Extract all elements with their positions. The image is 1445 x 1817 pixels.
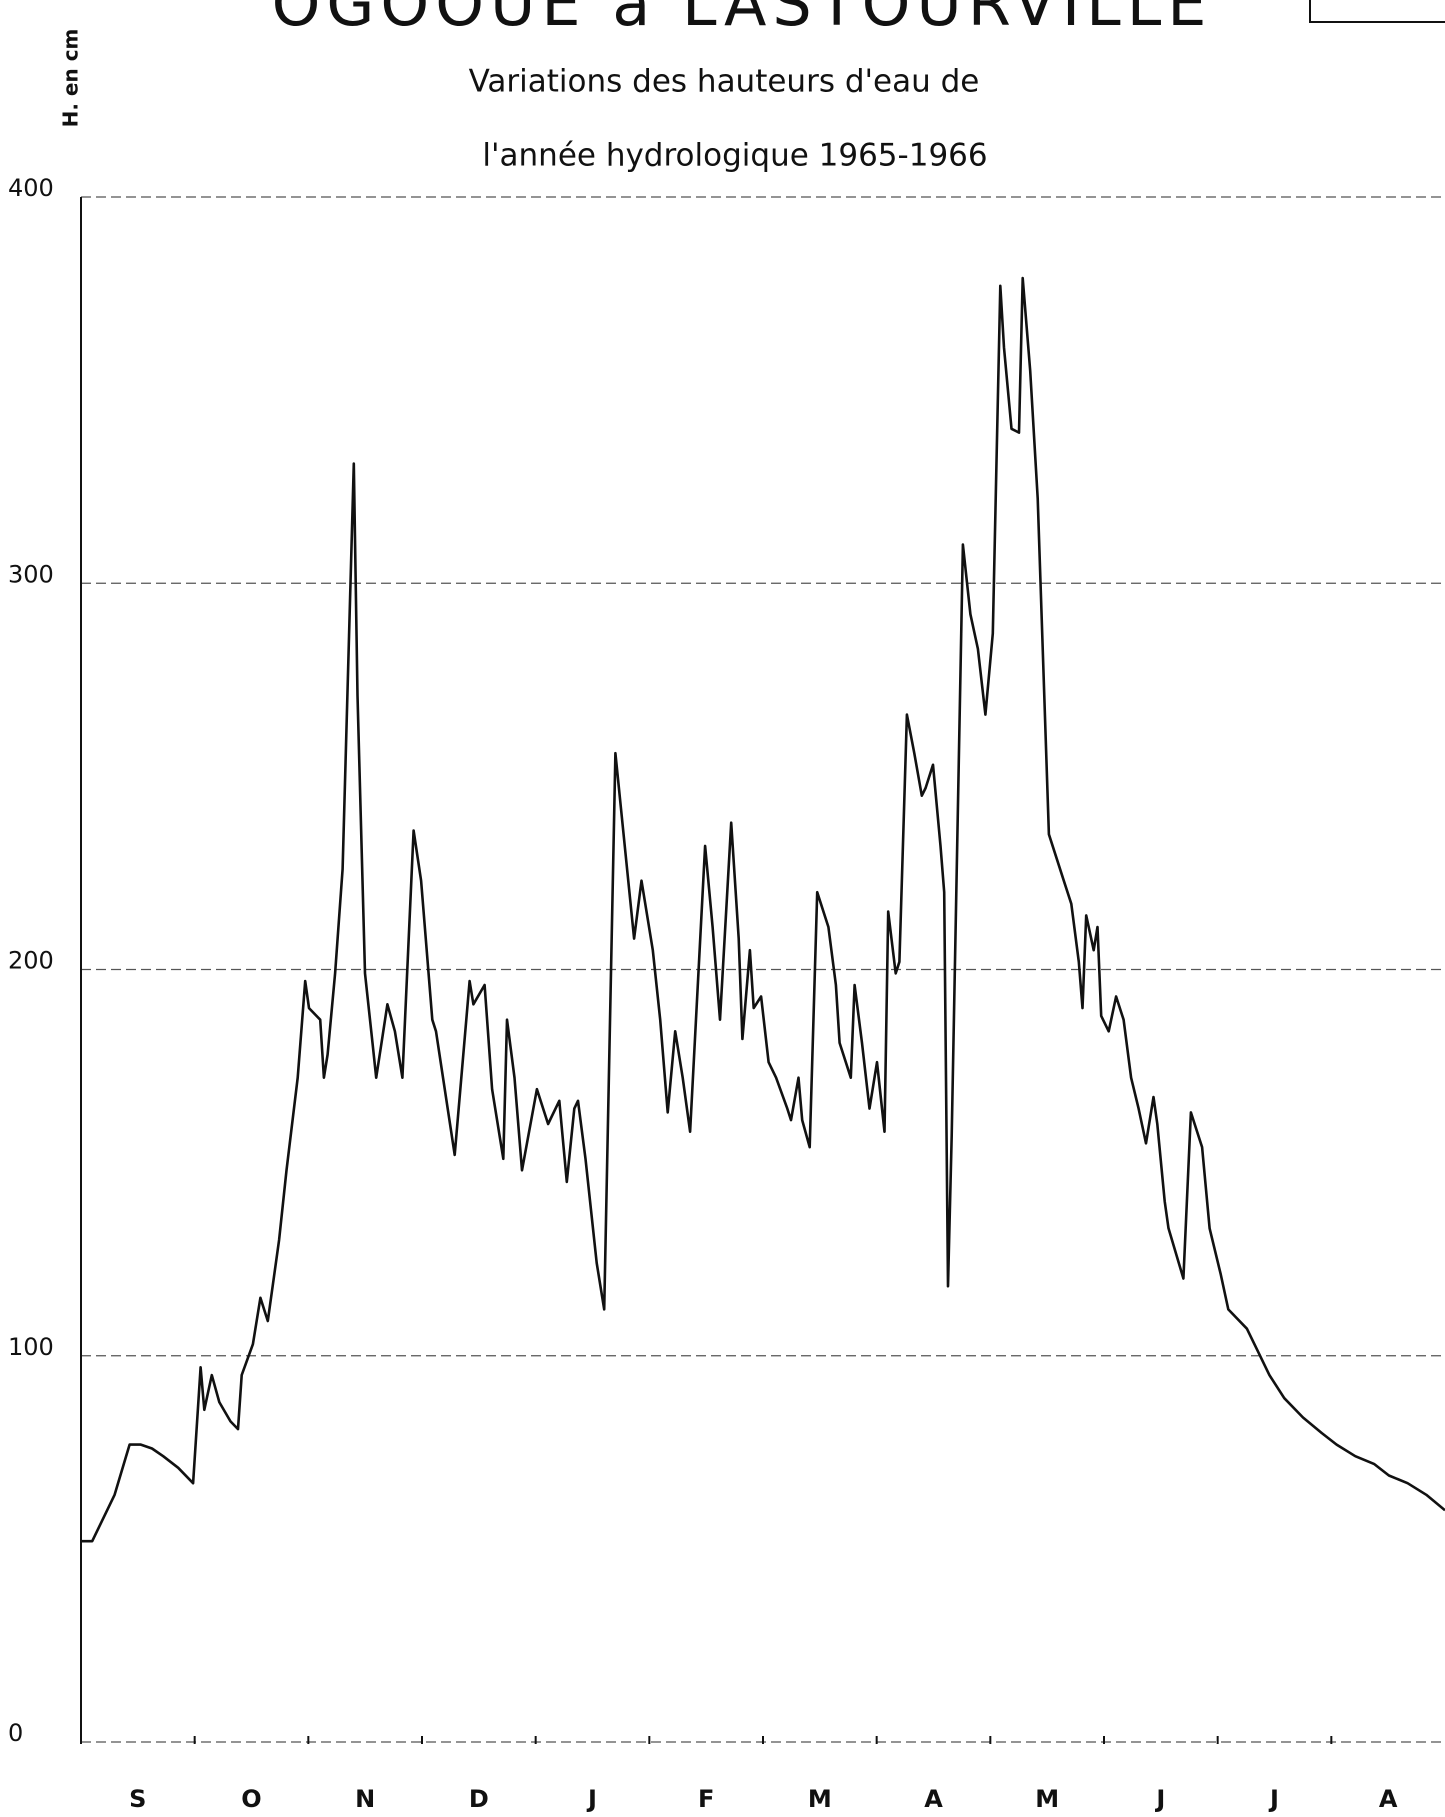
x-tick-label: N [355, 1785, 375, 1813]
corner-box [1309, 0, 1445, 23]
y-axis-label: H. en cm [59, 29, 83, 128]
y-tick-label: 200 [8, 947, 54, 975]
chart-title: OGOOUE à LASTOURVILLE [272, 0, 1213, 40]
x-tick-label: J [586, 1785, 597, 1813]
y-tick-label: 0 [8, 1719, 23, 1747]
x-tick-label: O [241, 1785, 261, 1813]
y-tick-label: 100 [8, 1333, 54, 1361]
x-tick-label: S [129, 1785, 146, 1813]
x-tick-label: A [924, 1785, 943, 1813]
y-tick-label: 300 [8, 560, 54, 588]
x-tick-label: A [1379, 1785, 1398, 1813]
y-tick-label: 400 [8, 174, 54, 202]
chart-subtitle: Variations des hauteurs d'eau de [469, 64, 980, 100]
x-tick-label: D [469, 1785, 489, 1813]
x-tick-label: M [1035, 1785, 1059, 1813]
chart-subtitle: l'année hydrologique 1965-1966 [482, 138, 987, 174]
x-tick-label: J [1154, 1785, 1165, 1813]
data-line [81, 276, 1445, 1543]
x-tick-label: F [698, 1785, 714, 1813]
x-tick-label: M [808, 1785, 832, 1813]
x-tick-label: J [1268, 1785, 1279, 1813]
